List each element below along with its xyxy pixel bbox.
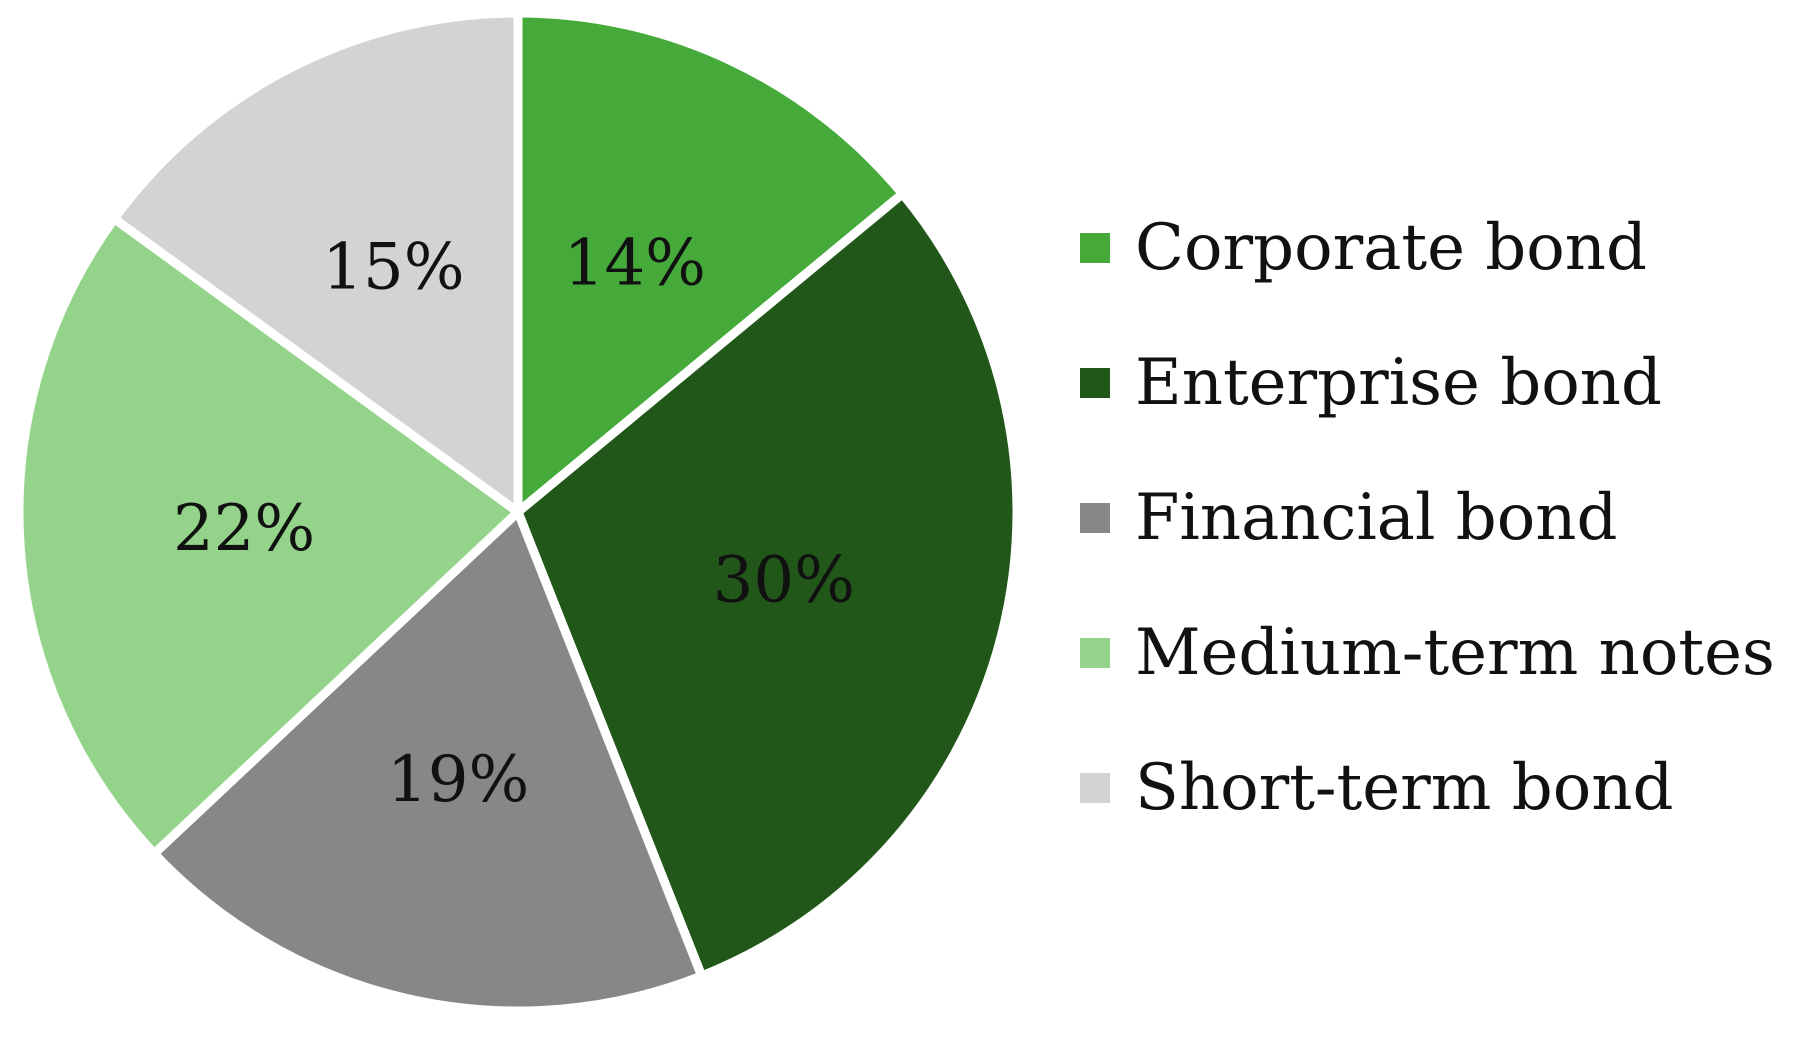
legend-item-financial-bond: Financial bond — [1080, 481, 1617, 555]
legend-item-short-term-bond: Short-term bond — [1080, 751, 1673, 825]
legend-label-enterprise-bond: Enterprise bond — [1135, 346, 1662, 420]
legend-swatch-financial-bond — [1080, 503, 1110, 533]
legend-swatch-short-term-bond — [1080, 773, 1110, 803]
pie-slice-short-term-bond — [108, 8, 523, 521]
pie-slice-medium-term-notes — [14, 212, 526, 860]
legend-swatch-corporate-bond — [1080, 233, 1110, 263]
legend-label-medium-term-notes: Medium-term notes — [1135, 616, 1775, 690]
data-label-short-term-bond: 15% — [322, 230, 464, 304]
legend-label-financial-bond: Financial bond — [1135, 481, 1617, 555]
pie-slice-financial-bond — [147, 504, 708, 1016]
pie-slice-corporate-bond — [513, 8, 909, 522]
legend-label-corporate-bond: Corporate bond — [1135, 211, 1647, 285]
legend-swatch-medium-term-notes — [1080, 638, 1110, 668]
data-label-corporate-bond: 14% — [564, 227, 706, 301]
legend-item-medium-term-notes: Medium-term notes — [1080, 616, 1775, 690]
pie-slice-enterprise-bond — [512, 187, 1022, 982]
data-label-enterprise-bond: 30% — [713, 543, 855, 617]
legend-item-corporate-bond: Corporate bond — [1080, 211, 1647, 285]
legend-swatch-enterprise-bond — [1080, 368, 1110, 398]
legend-label-short-term-bond: Short-term bond — [1135, 751, 1673, 825]
legend-item-enterprise-bond: Enterprise bond — [1080, 346, 1662, 420]
pie-slice-labels: 14% 30% 19% 22% 15% — [173, 227, 855, 817]
pie-slices — [14, 8, 1022, 1016]
data-label-medium-term-notes: 22% — [173, 492, 315, 566]
data-label-financial-bond: 19% — [387, 743, 529, 817]
legend: Corporate bond Enterprise bond Financial b… — [1080, 211, 1775, 825]
